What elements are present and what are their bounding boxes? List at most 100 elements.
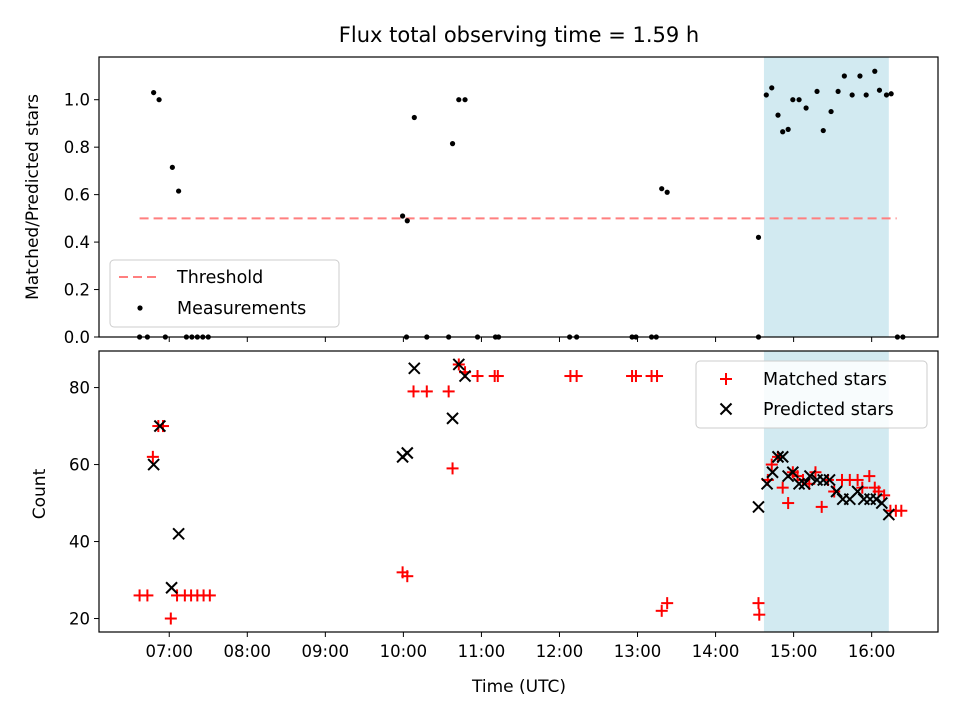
predicted-star-point bbox=[830, 485, 843, 498]
ratio-legend: Threshold Measurements bbox=[109, 259, 340, 328]
measurement-point bbox=[763, 92, 769, 98]
x-marker-b bbox=[882, 508, 896, 521]
ratio-ytick-label: 1.0 bbox=[64, 91, 90, 110]
matched-star-point bbox=[570, 370, 583, 383]
count-axis-label: Count bbox=[30, 468, 50, 519]
matched-star-point bbox=[655, 604, 668, 617]
legend-matched-swatch bbox=[720, 373, 732, 385]
measurement-point bbox=[780, 129, 786, 135]
ratio-panel-xticks bbox=[168, 337, 873, 342]
matched-star-point bbox=[651, 370, 664, 383]
measurement-point bbox=[785, 126, 791, 132]
measurement-point bbox=[796, 97, 802, 103]
legend-matched-marker bbox=[720, 373, 732, 385]
chart-title: Flux total observing time = 1.59 h bbox=[339, 23, 699, 47]
matched-star-point bbox=[164, 612, 177, 625]
x-marker-b bbox=[798, 477, 811, 491]
matched-star-point bbox=[446, 462, 459, 475]
measurement-point bbox=[872, 68, 878, 74]
x-marker-b bbox=[719, 402, 733, 416]
time-tick-label: 09:00 bbox=[302, 642, 350, 661]
predicted-star-point bbox=[446, 412, 459, 425]
predicted-star-point bbox=[870, 492, 883, 506]
x-marker-b bbox=[408, 362, 421, 375]
predicted-star-point bbox=[452, 358, 466, 371]
matched-star-point bbox=[863, 470, 876, 483]
count-ytick-label: 80 bbox=[69, 379, 90, 398]
matched-star-point bbox=[828, 485, 841, 498]
predicted-star-point bbox=[165, 581, 178, 594]
time-tick-label: 11:00 bbox=[458, 642, 506, 661]
measurement-point bbox=[814, 88, 820, 95]
measurement-point bbox=[169, 164, 175, 170]
predicted-star-point bbox=[798, 477, 811, 491]
time-tick-label: 15:00 bbox=[770, 642, 818, 661]
predicted-star-point bbox=[792, 477, 806, 491]
measurement-point bbox=[151, 89, 157, 96]
ratio-axis-label: Matched/Predicted stars bbox=[23, 94, 43, 300]
legend-predicted-swatch bbox=[719, 402, 733, 416]
predicted-star-point bbox=[458, 369, 472, 383]
x-marker-b bbox=[803, 469, 817, 483]
ratio-ytick-label: 0.2 bbox=[64, 281, 90, 300]
matched-star-point bbox=[661, 597, 674, 610]
measurement-point bbox=[404, 218, 410, 224]
count-ytick-label: 20 bbox=[69, 610, 90, 629]
measurement-point bbox=[411, 114, 417, 121]
count-ytick-label: 60 bbox=[69, 456, 90, 475]
matched-star-point bbox=[809, 466, 822, 479]
observing-span-shade bbox=[763, 57, 889, 337]
legend-matched-label: Matched stars bbox=[763, 370, 887, 390]
count-legend-box bbox=[695, 360, 928, 429]
measurement-point bbox=[803, 105, 809, 111]
predicted-star-point bbox=[882, 508, 896, 521]
measurement-point bbox=[841, 73, 847, 79]
measurement-point bbox=[156, 97, 162, 103]
count-panel-xticks: 07:00 08:00 09:00 10:00 11:00 12:00 13:00 14:00… bbox=[145, 632, 895, 661]
legend-measurements-swatch bbox=[137, 305, 143, 311]
time-tick-label: 16:00 bbox=[848, 642, 896, 661]
measurement-point bbox=[857, 73, 863, 79]
x-marker-b bbox=[458, 369, 472, 383]
matched-star-point bbox=[629, 370, 642, 383]
x-marker-b bbox=[771, 450, 785, 464]
predicted-star-point bbox=[401, 446, 414, 460]
legend-predicted-label: Predicted stars bbox=[763, 400, 894, 420]
measurement-point bbox=[659, 186, 665, 192]
ratio-panel-frame bbox=[98, 56, 939, 338]
measurement-point bbox=[400, 213, 406, 219]
measurement-point bbox=[769, 85, 775, 91]
predicted-star-point bbox=[776, 450, 789, 464]
matched-star-point bbox=[407, 385, 420, 398]
x-marker-b bbox=[766, 466, 779, 479]
predicted-star-point bbox=[752, 500, 765, 514]
matched-star-point bbox=[851, 473, 864, 486]
matched-star-point bbox=[491, 370, 504, 383]
time-tick-label: 08:00 bbox=[224, 642, 272, 661]
measurement-point bbox=[820, 127, 826, 134]
predicted-stars-points bbox=[147, 358, 896, 594]
matched-star-point bbox=[782, 497, 795, 510]
x-marker-b bbox=[851, 485, 864, 498]
ratio-ytick-label: 0.8 bbox=[64, 138, 90, 157]
time-tick-label: 12:00 bbox=[536, 642, 584, 661]
measurement-point bbox=[849, 92, 855, 98]
measurement-point bbox=[888, 91, 894, 97]
measurement-point bbox=[664, 189, 670, 195]
time-axis-label: Time (UTC) bbox=[471, 677, 566, 697]
predicted-star-point bbox=[408, 362, 421, 375]
time-tick-label: 07:00 bbox=[145, 642, 193, 661]
ratio-ytick-label: 0.0 bbox=[64, 328, 90, 347]
time-tick-label: 13:00 bbox=[614, 642, 662, 661]
matched-star-point bbox=[471, 370, 484, 383]
matched-star-point bbox=[141, 589, 154, 602]
matched-star-point bbox=[401, 570, 414, 583]
predicted-star-point bbox=[803, 469, 817, 483]
predicted-star-point bbox=[172, 527, 185, 541]
x-marker-b bbox=[153, 419, 167, 433]
count-legend: Matched stars Predicted stars bbox=[695, 360, 928, 429]
matched-star-point bbox=[203, 589, 216, 602]
time-tick-label: 14:00 bbox=[692, 642, 740, 661]
matched-star-point bbox=[895, 504, 908, 517]
predicted-star-point bbox=[771, 450, 785, 464]
